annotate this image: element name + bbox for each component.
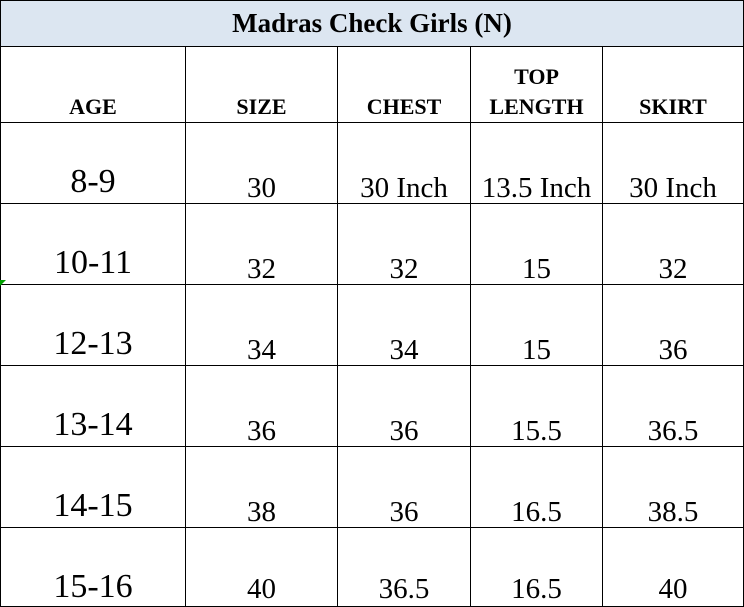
age-cell: 13-14 — [0, 365, 186, 447]
chest-cell: 36 — [337, 446, 471, 528]
table-row: 15-16 40 36.5 16.5 40 — [0, 527, 744, 607]
size-cell: 40 — [185, 527, 338, 607]
size-cell: 36 — [185, 365, 338, 447]
top-length-cell: 16.5 — [470, 527, 603, 607]
size-cell: 32 — [185, 203, 338, 285]
cell-comment-marker-icon — [0, 280, 6, 286]
top-length-cell: 15 — [470, 284, 603, 366]
age-cell: 14-15 — [0, 446, 186, 528]
column-header-skirt: SKIRT — [601, 46, 744, 123]
chest-cell: 32 — [337, 203, 471, 285]
skirt-cell: 36.5 — [601, 365, 744, 447]
column-header-age: AGE — [0, 46, 186, 123]
size-cell: 30 — [185, 122, 338, 204]
skirt-cell: 32 — [601, 203, 744, 285]
age-cell: 8-9 — [0, 122, 186, 204]
column-header-top-length: TOP LENGTH — [470, 46, 603, 123]
table-row: 12-13 34 34 15 36 — [0, 284, 744, 366]
age-cell: 12-13 — [0, 284, 186, 366]
skirt-cell: 30 Inch — [601, 122, 744, 204]
table-row: 13-14 36 36 15.5 36.5 — [0, 365, 744, 447]
table-row: 14-15 38 36 16.5 38.5 — [0, 446, 744, 528]
skirt-cell: 40 — [601, 527, 744, 607]
size-cell: 38 — [185, 446, 338, 528]
column-header-top-length-label: TOP LENGTH — [489, 64, 584, 119]
table-row: 10-11 32 32 15 32 — [0, 203, 744, 285]
column-header-age-label: AGE — [69, 94, 117, 119]
chest-cell: 30 Inch — [337, 122, 471, 204]
skirt-cell: 38.5 — [601, 446, 744, 528]
top-length-cell: 15 — [470, 203, 603, 285]
chest-cell: 34 — [337, 284, 471, 366]
column-header-chest: CHEST — [337, 46, 471, 123]
top-length-cell: 16.5 — [470, 446, 603, 528]
table-row: 8-9 30 30 Inch 13.5 Inch 30 Inch — [0, 122, 744, 204]
chest-cell: 36.5 — [337, 527, 471, 607]
age-cell: 15-16 — [0, 527, 186, 607]
column-header-size: SIZE — [185, 46, 338, 123]
top-length-cell: 15.5 — [470, 365, 603, 447]
skirt-cell: 36 — [601, 284, 744, 366]
table-title: Madras Check Girls (N) — [0, 0, 744, 47]
title-row: Madras Check Girls (N) — [0, 0, 744, 47]
header-row: AGE SIZE CHEST TOP LENGTH SKIRT — [0, 46, 744, 123]
column-header-size-label: SIZE — [236, 94, 287, 119]
column-header-chest-label: CHEST — [366, 94, 442, 119]
age-cell: 10-11 — [0, 203, 186, 285]
chest-cell: 36 — [337, 365, 471, 447]
top-length-cell: 13.5 Inch — [470, 122, 603, 204]
size-cell: 34 — [185, 284, 338, 366]
column-header-skirt-label: SKIRT — [639, 94, 707, 119]
